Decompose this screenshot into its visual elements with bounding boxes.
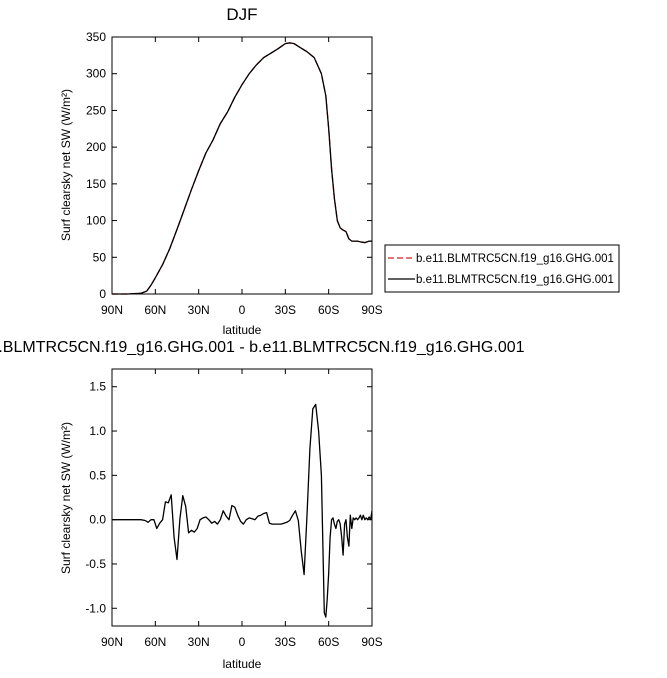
top-panel: DJF 0 50 100 150 200 250 300 350 90N 60N 30N 0 30S 6… <box>59 5 620 337</box>
y-tick-label: 100 <box>86 214 106 228</box>
top-y-axis-label: Surf clearsky net SW (W/m²) <box>59 89 73 241</box>
bottom-plot-frame <box>111 368 373 627</box>
y-tick-label: 0 <box>99 287 106 301</box>
x-tick-label: 90N <box>101 635 123 649</box>
y-tick-label: 300 <box>86 67 106 81</box>
bottom-chart-title: b.e11.BLMTRC5CN.f19_g16.GHG.001 - b.e11.… <box>0 339 525 356</box>
series-line-solid <box>112 42 372 295</box>
y-tick-label: 200 <box>86 140 106 154</box>
y-tick-label: 1.5 <box>89 380 106 394</box>
bottom-y-axis-label: Surf clearsky net SW (W/m²) <box>59 422 73 574</box>
y-tick-label: 50 <box>93 250 107 264</box>
bottom-x-axis: 90N 60N 30N 0 30S 60S 90S <box>101 369 383 649</box>
top-series-group <box>112 42 372 295</box>
x-tick-label: 60S <box>318 635 339 649</box>
top-plot-frame <box>111 36 373 295</box>
x-tick-label: 60N <box>144 303 166 317</box>
legend-box <box>384 244 620 293</box>
x-tick-label: 90S <box>361 635 382 649</box>
legend: b.e11.BLMTRC5CN.f19_g16.GHG.001 b.e11.BL… <box>384 244 620 293</box>
x-tick-label: 30S <box>275 303 296 317</box>
legend-label: b.e11.BLMTRC5CN.f19_g16.GHG.001 <box>416 274 614 286</box>
y-tick-label: 1.0 <box>89 424 106 438</box>
x-tick-label: 30N <box>188 303 210 317</box>
y-tick-label: 0.5 <box>89 468 106 482</box>
y-tick-label: 250 <box>86 103 106 117</box>
x-tick-label: 30N <box>188 635 210 649</box>
x-tick-label: 0 <box>239 303 246 317</box>
y-tick-label: -1.0 <box>85 601 106 615</box>
x-tick-label: 0 <box>239 635 246 649</box>
bottom-panel: b.e11.BLMTRC5CN.f19_g16.GHG.001 - b.e11.… <box>0 339 525 671</box>
top-chart-title: DJF <box>226 5 257 24</box>
x-tick-label: 60N <box>144 635 166 649</box>
y-tick-label: -0.5 <box>85 557 106 571</box>
x-tick-label: 30S <box>275 635 296 649</box>
bottom-series-group <box>112 403 373 618</box>
series-line-solid <box>112 403 373 618</box>
bottom-y-axis: 1.5 1.0 0.5 0.0 -0.5 -1.0 <box>85 380 372 615</box>
y-tick-label: 0.0 <box>89 513 106 527</box>
legend-label: b.e11.BLMTRC5CN.f19_g16.GHG.001 <box>416 253 614 265</box>
y-tick-label: 150 <box>86 177 106 191</box>
top-x-axis-label: latitude <box>223 323 262 337</box>
top-x-axis: 90N 60N 30N 0 30S 60S 90S <box>101 37 383 317</box>
y-tick-label: 350 <box>86 30 106 44</box>
bottom-x-axis-label: latitude <box>223 657 262 671</box>
series-line-dashed <box>112 42 372 295</box>
x-tick-label: 90S <box>361 303 382 317</box>
x-tick-label: 90N <box>101 303 123 317</box>
top-y-axis: 0 50 100 150 200 250 300 350 <box>86 30 372 301</box>
x-tick-label: 60S <box>318 303 339 317</box>
